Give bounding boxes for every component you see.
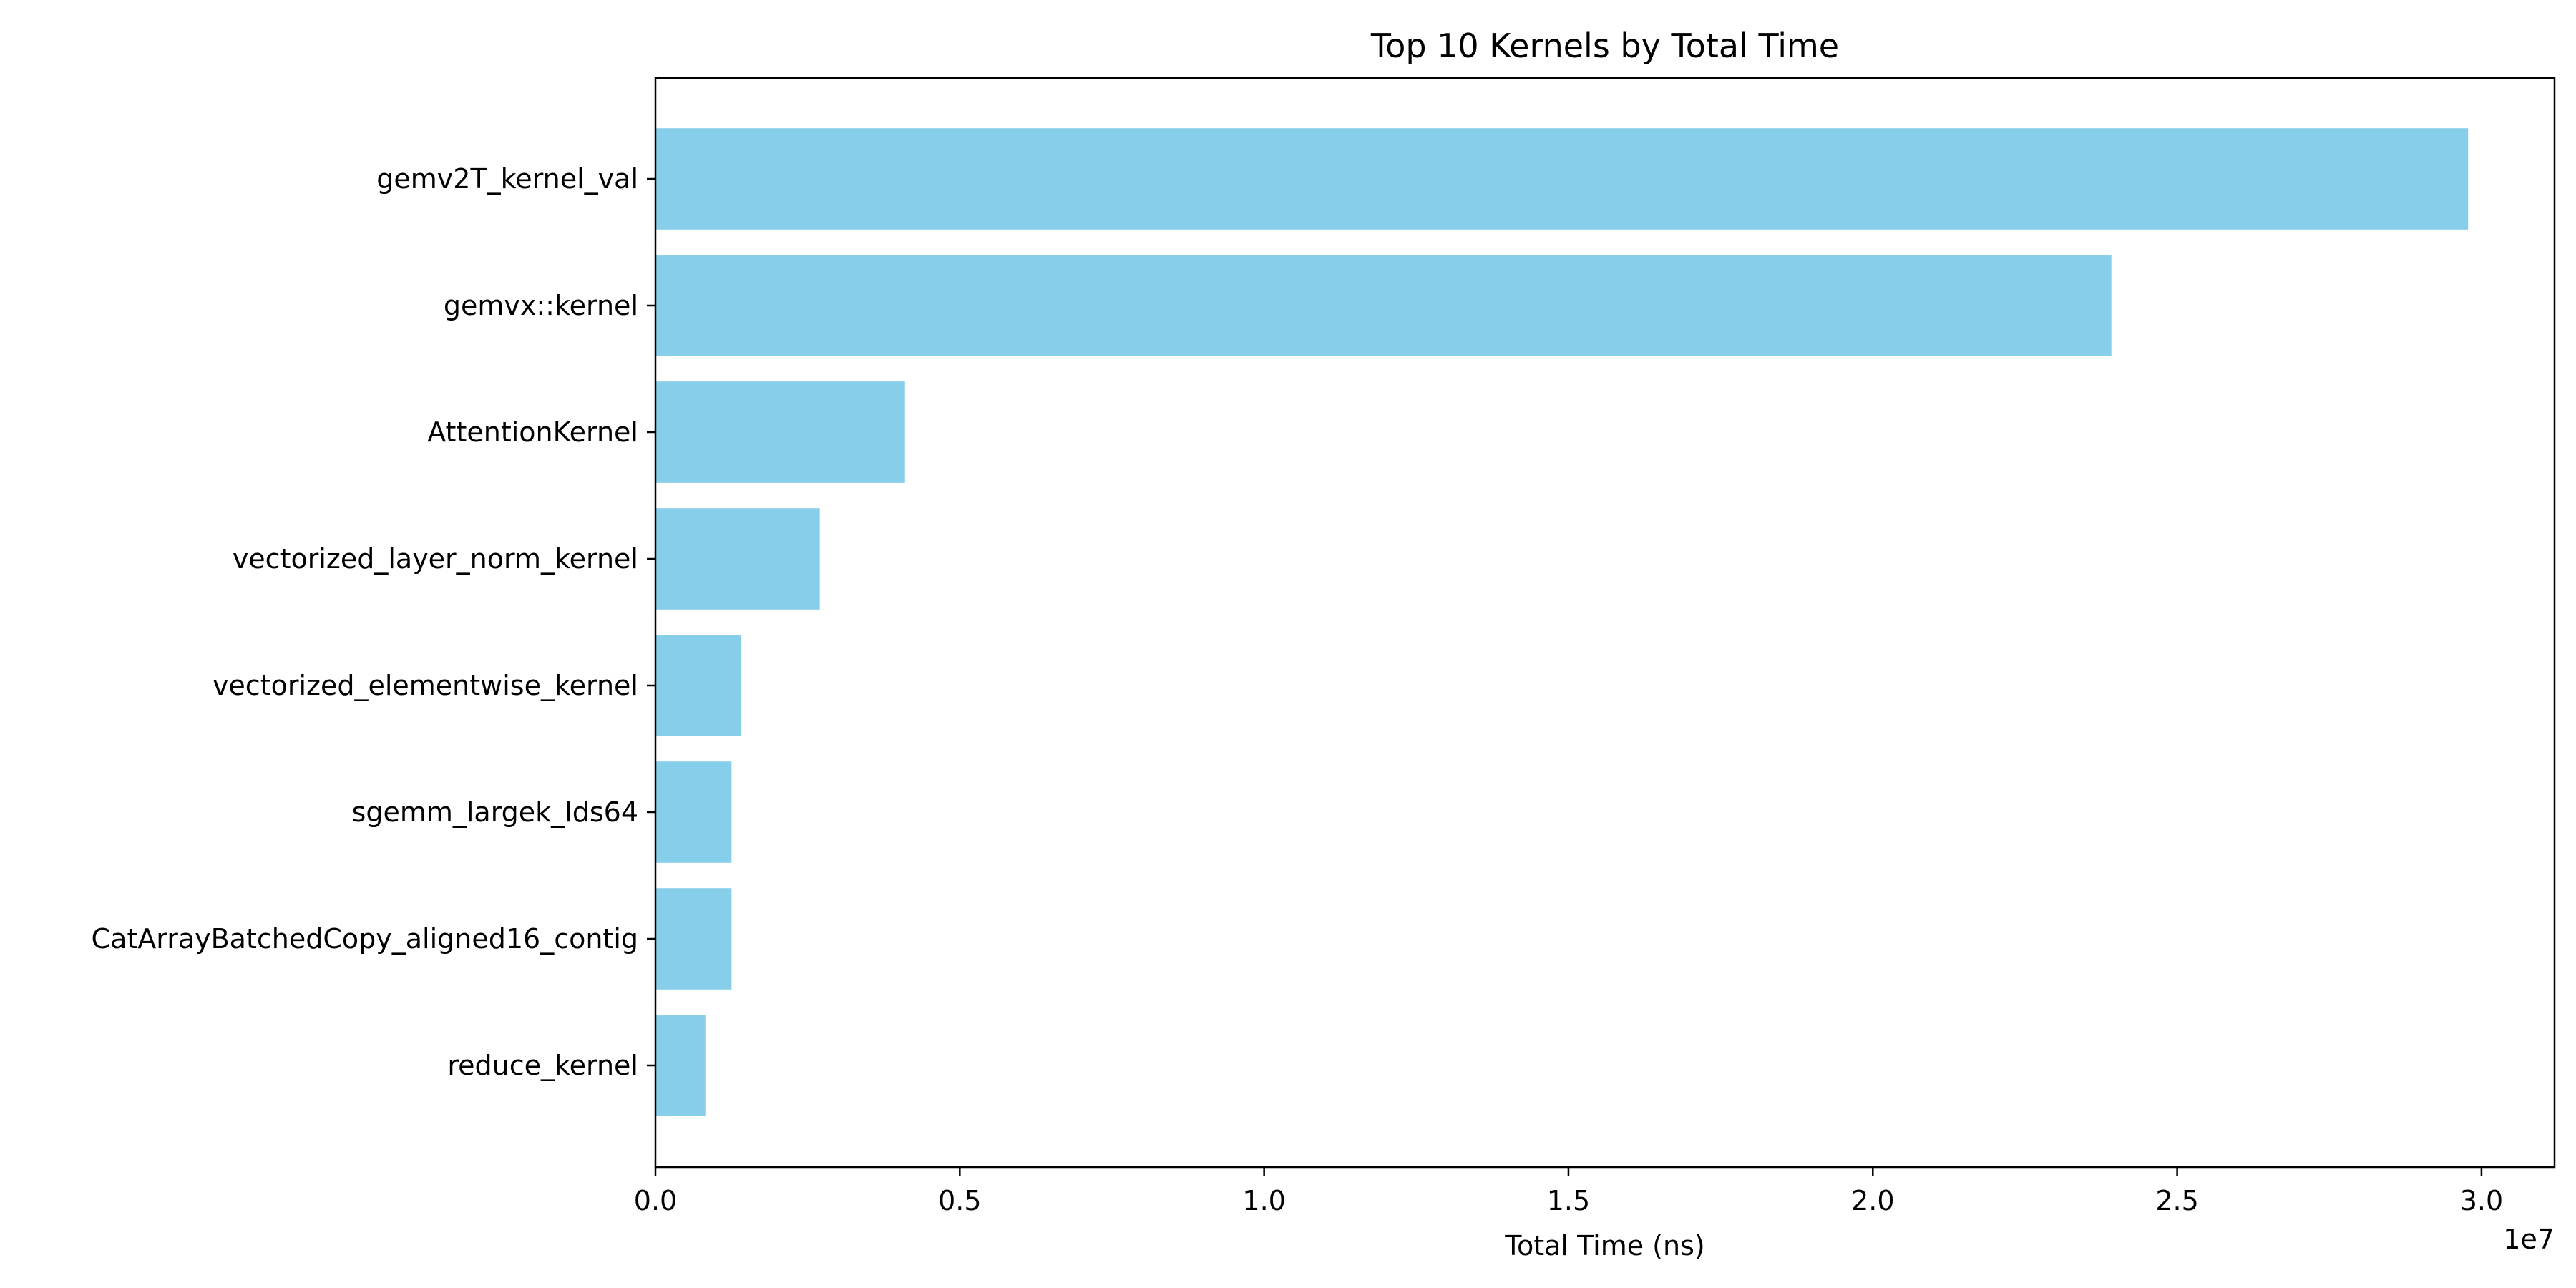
x-axis-ticks: 0.0 0.5 1.0 1.5 2.0 2.5 3.0 bbox=[634, 1167, 2503, 1216]
x-tick-label: 3.0 bbox=[2460, 1185, 2503, 1216]
x-tick-label: 0.5 bbox=[938, 1185, 981, 1216]
bar-catarraybatchedcopy-aligned16-contig bbox=[655, 888, 732, 990]
x-tick-label: 1.0 bbox=[1242, 1185, 1285, 1216]
chart-title: Top 10 Kernels by Total Time bbox=[1370, 26, 1839, 65]
y-tick-label: gemv2T_kernel_val bbox=[376, 163, 638, 195]
x-axis-offset-label: 1e7 bbox=[2503, 1224, 2555, 1255]
y-tick-label: vectorized_elementwise_kernel bbox=[213, 670, 638, 701]
x-tick-label: 0.0 bbox=[634, 1185, 677, 1216]
bar-group bbox=[655, 128, 2469, 1116]
y-tick-label: AttentionKernel bbox=[427, 416, 638, 448]
x-tick-label: 1.5 bbox=[1547, 1185, 1590, 1216]
y-tick-label: CatArrayBatchedCopy_aligned16_contig bbox=[92, 923, 638, 955]
bar-sgemm-largek-lds64 bbox=[655, 761, 732, 863]
y-tick-label: sgemm_largek_lds64 bbox=[352, 796, 638, 828]
y-tick-label: gemvx::kernel bbox=[444, 290, 638, 321]
x-axis-label: Total Time (ns) bbox=[1504, 1230, 1704, 1262]
bar-attentionkernel bbox=[655, 381, 905, 483]
bar-vectorized-layer-norm-kernel bbox=[655, 508, 820, 610]
y-axis-ticks: gemv2T_kernel_valgemvx::kernelAttentionK… bbox=[92, 163, 655, 1081]
bar-vectorized-elementwise-kernel bbox=[655, 635, 741, 736]
bar-gemv2t-kernel-val bbox=[655, 128, 2469, 230]
y-tick-label: vectorized_layer_norm_kernel bbox=[233, 543, 638, 575]
bar-reduce-kernel bbox=[655, 1015, 706, 1116]
x-tick-label: 2.0 bbox=[1851, 1185, 1894, 1216]
x-tick-label: 2.5 bbox=[2155, 1185, 2198, 1216]
plot-frame bbox=[654, 77, 2556, 1169]
y-tick-label: reduce_kernel bbox=[447, 1050, 638, 1081]
bar-gemvx-kernel bbox=[655, 255, 2112, 356]
